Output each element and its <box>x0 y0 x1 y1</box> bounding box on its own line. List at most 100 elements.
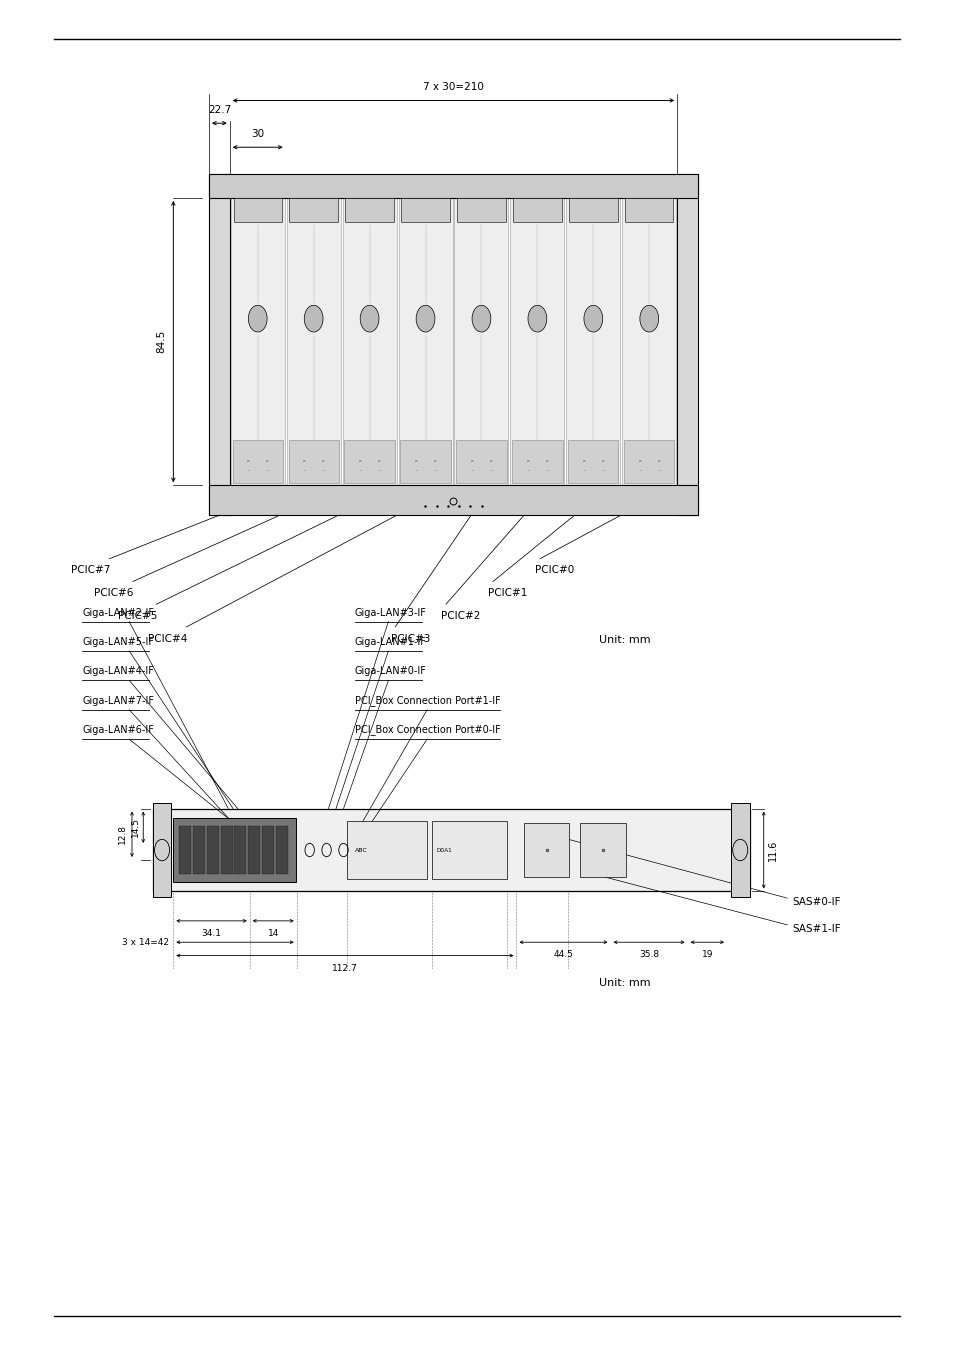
Text: PCIC#1: PCIC#1 <box>488 589 527 598</box>
Text: o: o <box>358 459 361 463</box>
Bar <box>275 826 288 873</box>
Text: ^: ^ <box>545 470 548 474</box>
Bar <box>209 174 698 198</box>
Text: Giga-LAN#7-IF: Giga-LAN#7-IF <box>82 695 154 706</box>
Bar <box>677 174 698 514</box>
Bar <box>624 198 673 221</box>
Text: PCIC#4: PCIC#4 <box>148 633 187 644</box>
Text: ^: ^ <box>489 470 492 474</box>
Text: o: o <box>303 459 305 463</box>
Text: o: o <box>526 459 529 463</box>
Text: PCIC#2: PCIC#2 <box>441 610 480 621</box>
Bar <box>398 198 452 485</box>
Text: 11.6: 11.6 <box>767 840 778 861</box>
Text: Unit: mm: Unit: mm <box>598 979 650 988</box>
Bar <box>209 485 698 514</box>
Text: ^: ^ <box>600 470 603 474</box>
Text: o: o <box>247 459 249 463</box>
Bar <box>347 821 427 879</box>
Text: o: o <box>582 459 584 463</box>
Text: Giga-LAN#5-IF: Giga-LAN#5-IF <box>82 637 154 647</box>
Text: ^: ^ <box>657 470 659 474</box>
Text: PCIC#5: PCIC#5 <box>118 610 157 621</box>
Bar <box>623 440 674 482</box>
Text: o: o <box>470 459 473 463</box>
Text: 19: 19 <box>700 950 712 960</box>
Bar <box>152 803 172 896</box>
Text: 34.1: 34.1 <box>201 929 221 938</box>
Text: PCIC#0: PCIC#0 <box>535 566 574 575</box>
Bar <box>233 198 282 221</box>
Text: o: o <box>321 459 324 463</box>
Bar <box>289 198 337 221</box>
Bar <box>152 809 749 891</box>
Text: DDA1: DDA1 <box>436 848 452 853</box>
Bar <box>345 198 394 221</box>
Circle shape <box>360 305 378 332</box>
Text: PCI_Box Connection Port#0-IF: PCI_Box Connection Port#0-IF <box>355 724 500 736</box>
Text: Giga-LAN#4-IF: Giga-LAN#4-IF <box>82 667 153 676</box>
Text: o: o <box>266 459 268 463</box>
Text: o: o <box>415 459 416 463</box>
Text: 44.5: 44.5 <box>553 950 573 960</box>
Bar <box>288 440 338 482</box>
Circle shape <box>583 305 602 332</box>
Text: 14: 14 <box>267 929 278 938</box>
Bar <box>286 198 340 485</box>
Text: 84.5: 84.5 <box>155 329 166 354</box>
Circle shape <box>527 305 546 332</box>
Text: o: o <box>638 459 640 463</box>
Text: ^: ^ <box>247 470 250 474</box>
Text: o: o <box>377 459 380 463</box>
Bar <box>401 198 449 221</box>
Text: ABC: ABC <box>355 848 367 853</box>
Text: 35.8: 35.8 <box>639 950 659 960</box>
Text: 12.8: 12.8 <box>118 825 127 844</box>
Bar <box>568 440 618 482</box>
Bar <box>262 826 274 873</box>
Bar <box>513 198 561 221</box>
Text: 112.7: 112.7 <box>332 964 357 972</box>
Text: ^: ^ <box>415 470 417 474</box>
Text: ^: ^ <box>434 470 436 474</box>
Bar <box>207 826 218 873</box>
Bar <box>400 440 450 482</box>
Text: PCI_Box Connection Port#1-IF: PCI_Box Connection Port#1-IF <box>355 695 500 706</box>
Text: ^: ^ <box>358 470 361 474</box>
Bar <box>579 822 625 876</box>
Bar <box>209 174 230 514</box>
Text: o: o <box>657 459 659 463</box>
Text: Giga-LAN#2-IF: Giga-LAN#2-IF <box>82 608 154 617</box>
Text: 30: 30 <box>251 130 264 139</box>
Bar <box>179 826 191 873</box>
Circle shape <box>472 305 491 332</box>
Bar <box>234 826 246 873</box>
Bar <box>566 198 619 485</box>
Circle shape <box>416 305 435 332</box>
Bar <box>344 440 395 482</box>
Bar <box>454 198 508 485</box>
Text: Giga-LAN#1-IF: Giga-LAN#1-IF <box>355 637 426 647</box>
Text: o: o <box>601 459 603 463</box>
Bar <box>730 803 749 896</box>
Bar <box>523 822 569 876</box>
Text: ^: ^ <box>581 470 584 474</box>
Text: 7 x 30=210: 7 x 30=210 <box>422 82 483 92</box>
Bar <box>456 198 505 221</box>
Text: ^: ^ <box>526 470 529 474</box>
Text: PCIC#7: PCIC#7 <box>71 566 111 575</box>
Text: 3 x 14=42: 3 x 14=42 <box>122 938 169 946</box>
Bar <box>231 198 284 485</box>
Text: ^: ^ <box>321 470 324 474</box>
Text: o: o <box>545 459 548 463</box>
Bar <box>510 198 564 485</box>
Bar <box>220 826 233 873</box>
Text: PCIC#3: PCIC#3 <box>390 633 430 644</box>
Circle shape <box>639 305 658 332</box>
Bar <box>248 826 260 873</box>
Bar <box>621 198 676 485</box>
Bar <box>456 440 506 482</box>
Text: ^: ^ <box>377 470 380 474</box>
Text: Giga-LAN#0-IF: Giga-LAN#0-IF <box>355 667 426 676</box>
Bar <box>512 440 562 482</box>
